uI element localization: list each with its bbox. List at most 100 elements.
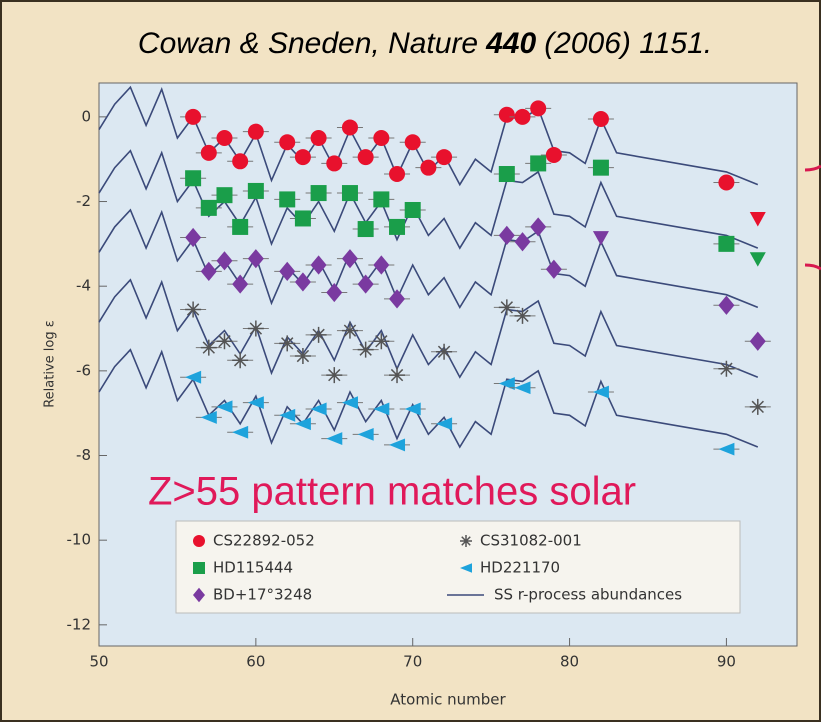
marker — [498, 377, 515, 390]
marker — [514, 108, 531, 125]
marker — [200, 199, 217, 216]
marker — [373, 255, 390, 275]
marker — [592, 385, 609, 399]
marker — [530, 100, 547, 117]
chart-title: Cowan & Sneden, Nature 440 (2006) 1151. — [138, 27, 712, 60]
marker — [247, 249, 264, 269]
marker — [404, 402, 421, 416]
marker — [200, 411, 217, 424]
x-tick-label: 50 — [89, 653, 108, 671]
marker — [200, 261, 217, 281]
marker — [232, 425, 249, 439]
marker — [232, 274, 249, 294]
legend-label: SS r-process abundances — [494, 586, 682, 604]
legend-box — [175, 520, 741, 614]
marker — [436, 417, 453, 431]
x-tick-label: 60 — [246, 653, 265, 671]
marker — [357, 427, 374, 441]
legend-marker — [193, 562, 205, 574]
marker — [498, 106, 515, 123]
marker — [514, 307, 531, 324]
marker — [373, 402, 390, 416]
marker — [326, 367, 343, 384]
marker — [294, 149, 311, 166]
title-text: Cowan & Sneden, Nature — [138, 27, 478, 60]
legend-label: CS22892-052 — [213, 532, 315, 550]
marker — [498, 299, 515, 316]
x-tick-label: 80 — [560, 653, 579, 671]
marker — [279, 191, 296, 208]
y-axis-label: Relative log ε — [43, 320, 58, 408]
marker — [279, 261, 296, 281]
marker — [294, 272, 311, 292]
marker — [498, 166, 515, 183]
legend-marker — [193, 535, 205, 547]
marker — [389, 289, 406, 309]
legend-label: BD+17°3248 — [213, 586, 312, 604]
legend-marker — [460, 563, 472, 573]
marker — [545, 259, 562, 279]
marker — [326, 282, 343, 303]
marker — [498, 225, 515, 245]
marker — [185, 108, 202, 125]
marker — [436, 343, 453, 360]
marker — [545, 146, 562, 163]
marker — [718, 442, 735, 456]
marker — [247, 320, 264, 337]
marker — [310, 326, 327, 343]
marker — [200, 144, 217, 161]
marker — [216, 130, 233, 147]
marker — [294, 417, 311, 431]
marker — [310, 130, 327, 147]
marker — [279, 134, 296, 151]
marker — [718, 174, 735, 191]
legend-label: HD221170 — [480, 559, 560, 577]
marker — [420, 159, 437, 176]
marker — [326, 155, 343, 172]
marker — [514, 232, 531, 252]
marker — [373, 333, 390, 350]
marker — [326, 432, 343, 445]
marker — [216, 333, 233, 350]
marker — [294, 210, 311, 227]
marker — [310, 255, 327, 275]
y-tick-label: -10 — [67, 531, 92, 549]
marker — [279, 408, 296, 422]
x-tick-label: 70 — [403, 653, 422, 671]
y-tick-label: -8 — [76, 446, 91, 464]
marker — [310, 402, 327, 416]
marker — [718, 235, 735, 252]
y-tick-label: -2 — [76, 192, 91, 210]
marker — [185, 227, 202, 248]
marker — [592, 231, 609, 246]
marker — [357, 149, 374, 166]
marker — [232, 352, 249, 369]
title-volume: 440 — [485, 27, 536, 60]
marker — [200, 339, 217, 356]
marker — [341, 249, 358, 269]
marker — [341, 322, 358, 339]
solar-curve — [98, 348, 759, 449]
marker — [389, 367, 406, 384]
marker — [185, 170, 202, 187]
y-tick-label: -4 — [76, 277, 91, 295]
bracket — [804, 164, 821, 271]
marker — [247, 396, 264, 409]
marker — [341, 119, 358, 136]
marker — [592, 110, 609, 127]
marker — [373, 130, 390, 147]
marker — [357, 274, 374, 294]
marker — [357, 221, 374, 238]
marker — [247, 182, 264, 199]
y-tick-label: -6 — [76, 361, 91, 379]
marker — [749, 398, 766, 415]
axes-frame — [98, 82, 798, 647]
marker — [530, 217, 547, 237]
marker — [718, 360, 735, 377]
title-text: (2006) 1151. — [544, 27, 712, 60]
marker — [749, 212, 766, 227]
legend: CS22892-052 HD115444 BD+17°3248 CS31082-001… — [193, 532, 682, 604]
marker — [216, 187, 233, 204]
marker — [216, 400, 233, 414]
